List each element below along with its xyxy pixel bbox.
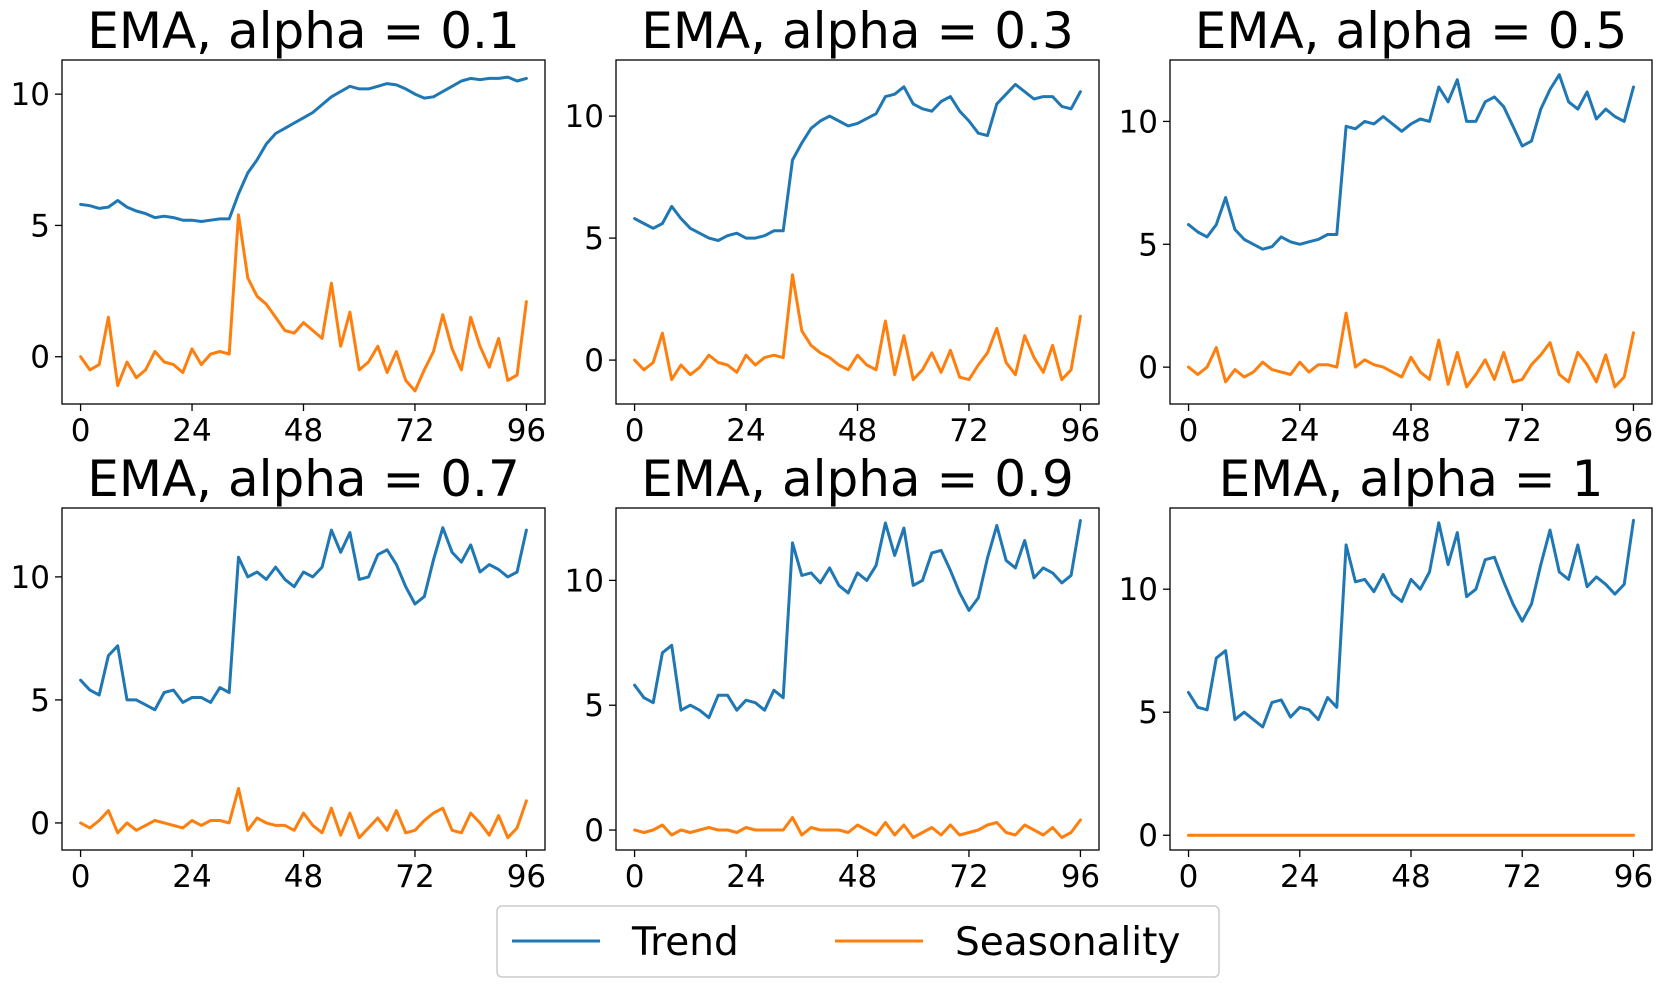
subplot-1: EMA, alpha = 0.1 0 24 48 72 96 0 5 10	[11, 2, 547, 449]
subplot-6: EMA, alpha = 1 0 24 48 72 96 0 5 10	[1119, 450, 1654, 895]
x-tick-label: 48	[838, 859, 877, 895]
series-line-seasonality	[633, 816, 1082, 839]
y-tick-label: 5	[1138, 695, 1158, 731]
x-tick-label: 24	[172, 413, 211, 449]
series-line-trend	[79, 75, 528, 223]
x-tick-label: 24	[726, 413, 765, 449]
x-tick-label: 72	[395, 859, 434, 895]
series-line-seasonality	[1187, 311, 1635, 389]
plot-frame	[615, 507, 1100, 851]
x-tick-label: 48	[838, 413, 877, 449]
y-tick-label: 10	[11, 77, 50, 113]
y-tick-label: 0	[1138, 818, 1158, 854]
subplot-title: EMA, alpha = 0.3	[641, 2, 1074, 60]
series-line-trend	[633, 82, 1082, 242]
y-tick-label: 0	[584, 813, 604, 849]
legend-seasonality-label: Seasonality	[955, 920, 1181, 965]
y-tick-label: 5	[1138, 227, 1158, 263]
y-tick-label: 0	[30, 340, 50, 376]
y-tick-label: 10	[1119, 572, 1158, 608]
y-tick-label: 5	[584, 221, 604, 257]
y-tick-label: 10	[1119, 104, 1158, 140]
y-tick-label: 0	[1138, 350, 1158, 386]
series-line-seasonality	[79, 213, 528, 393]
subplot-title: EMA, alpha = 0.7	[87, 450, 520, 508]
x-tick-label: 48	[1391, 413, 1430, 449]
subplot-2: EMA, alpha = 0.3 0 24 48 72 96 0 5 10	[565, 2, 1101, 449]
x-tick-label: 24	[726, 859, 765, 895]
x-tick-label: 72	[949, 859, 988, 895]
plot-frame	[615, 59, 1100, 405]
y-tick-label: 0	[584, 343, 604, 379]
x-tick-label: 96	[1614, 413, 1653, 449]
x-tick-label: 0	[625, 859, 645, 895]
series-line-trend	[1187, 518, 1635, 729]
plot-frame	[61, 507, 546, 851]
y-tick-label: 0	[30, 806, 50, 842]
x-tick-label: 72	[949, 413, 988, 449]
series-line-trend	[633, 519, 1082, 720]
x-tick-label: 0	[625, 413, 645, 449]
x-tick-label: 96	[1614, 859, 1653, 895]
x-tick-label: 24	[1280, 859, 1319, 895]
y-tick-label: 5	[584, 688, 604, 724]
x-tick-label: 0	[71, 859, 91, 895]
x-tick-label: 48	[284, 413, 323, 449]
subplot-3: EMA, alpha = 0.5 0 24 48 72 96 0 5 10	[1119, 2, 1654, 449]
x-tick-label: 0	[1179, 413, 1199, 449]
x-tick-label: 0	[71, 413, 91, 449]
x-tick-label: 96	[507, 859, 546, 895]
series-line-trend	[1187, 73, 1635, 251]
y-tick-label: 10	[565, 99, 604, 135]
plot-frame	[61, 59, 546, 405]
subplot-title: EMA, alpha = 1	[1219, 450, 1604, 508]
subplot-title: EMA, alpha = 0.9	[641, 450, 1074, 508]
series-line-seasonality	[633, 273, 1082, 382]
x-tick-label: 96	[1061, 859, 1100, 895]
legend-trend-label: Trend	[631, 920, 739, 965]
x-tick-label: 48	[1391, 859, 1430, 895]
series-line-seasonality	[79, 787, 528, 840]
y-tick-label: 5	[30, 208, 50, 244]
subplot-title: EMA, alpha = 0.5	[1195, 2, 1628, 60]
y-tick-label: 10	[565, 563, 604, 599]
y-tick-label: 10	[11, 560, 50, 596]
x-tick-label: 72	[1503, 413, 1542, 449]
series-line-trend	[79, 526, 528, 712]
x-tick-label: 96	[507, 413, 546, 449]
x-tick-label: 96	[1061, 413, 1100, 449]
y-tick-label: 5	[30, 683, 50, 719]
x-tick-label: 24	[1280, 413, 1319, 449]
legend: Trend Seasonality	[496, 905, 1220, 978]
subplot-title: EMA, alpha = 0.1	[87, 2, 520, 60]
x-tick-label: 0	[1179, 859, 1199, 895]
x-tick-label: 72	[395, 413, 434, 449]
plot-frame	[1169, 59, 1653, 405]
x-tick-label: 48	[284, 859, 323, 895]
x-tick-label: 72	[1503, 859, 1542, 895]
subplot-4: EMA, alpha = 0.7 0 24 48 72 96 0 5 10	[11, 450, 547, 895]
x-tick-label: 24	[172, 859, 211, 895]
subplot-5: EMA, alpha = 0.9 0 24 48 72 96 0 5 10	[565, 450, 1101, 895]
